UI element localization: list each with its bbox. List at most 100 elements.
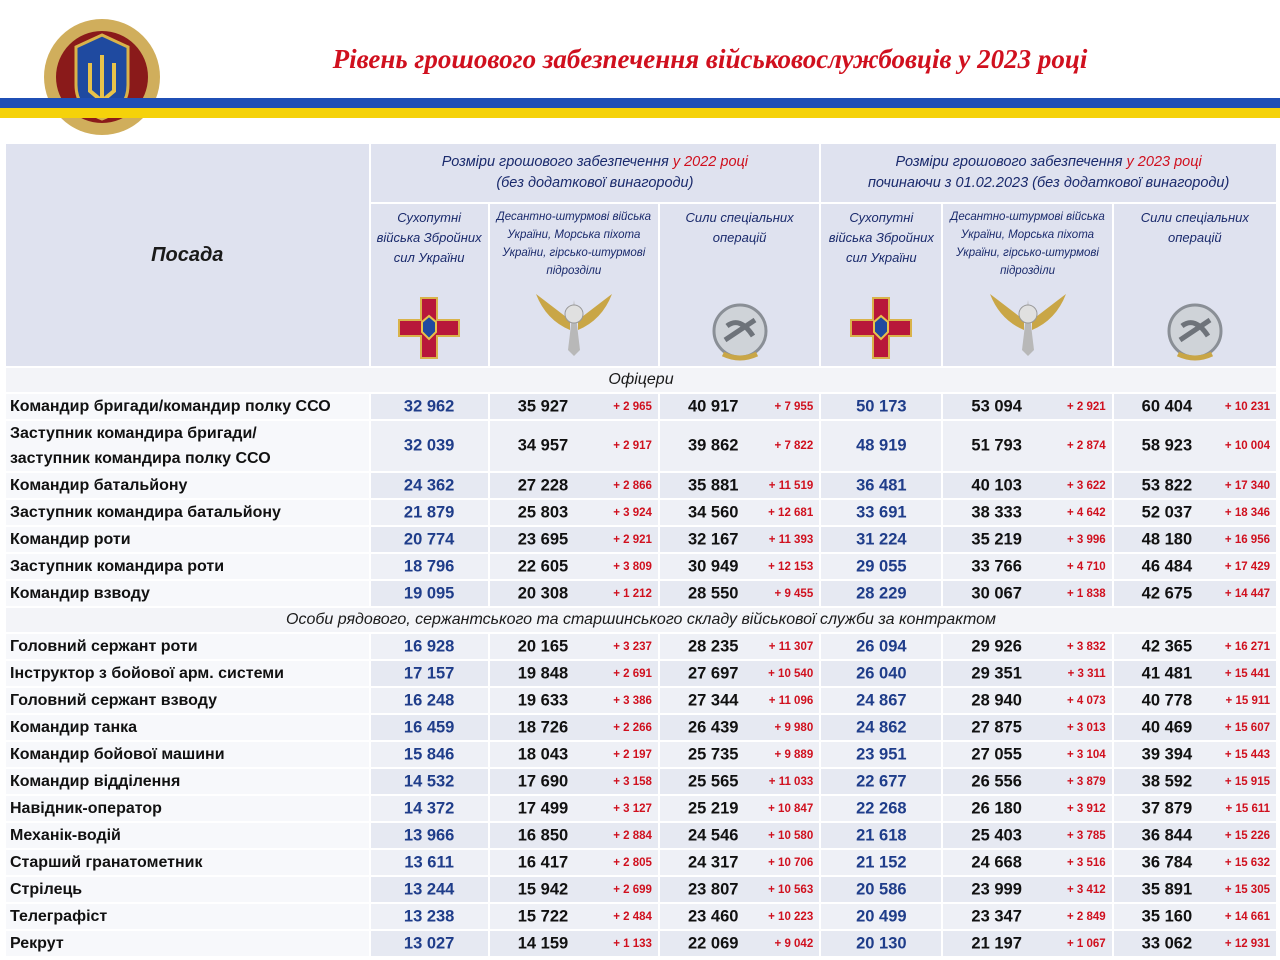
subcolumn-label: Сили спеціальних операцій [1140,210,1249,245]
salary: 24 668 [971,853,1022,871]
position: Командир танка [6,715,369,740]
salary: 20 308 [517,584,569,602]
salary: 16 459 [403,718,455,736]
increase: + 3 924 [613,506,652,519]
value-cell: 35 219 + 3 996 [943,527,1112,552]
increase: + 11 519 [768,479,814,492]
salary: 16 850 [517,826,569,844]
value-cell: 14 159 + 1 133 [489,931,658,956]
value-cell: 28 550 + 9 455 [659,581,820,606]
salary: 20 499 [856,907,907,925]
subcolumn-header: Сухопутні війська Збройних сил України [370,204,488,366]
subcolumn-label: Сухопутні війська Збройних сил України [376,210,482,265]
value-cell: 27 228 + 2 866 [489,473,658,498]
data-row: Заступник командира батальйону 21 879 25 8… [6,500,1276,525]
value-cell: 28 940 + 4 073 [943,688,1112,713]
salary: 24 362 [403,476,455,494]
group-text: Розміри грошового забезпечення [895,154,1123,170]
increase: + 4 073 [1066,694,1106,707]
increase: + 1 133 [613,937,652,950]
value-cell: 21 197 + 1 067 [943,931,1112,956]
value-cell: 36 784 + 15 632 [1113,850,1276,875]
data-row: Командир бойової машини 15 846 18 043 + 2 1… [6,742,1276,767]
value-cell: 20 499 [821,904,942,929]
increase: + 2 965 [613,400,652,413]
value-cell: 22 268 [821,796,942,821]
salary: 28 235 [687,637,739,655]
value-cell: 26 094 [821,634,942,659]
increase: + 3 809 [613,560,652,573]
salary-table: Посада Розміри грошового забезпечення у … [4,142,1278,958]
salary: 33 062 [1141,934,1193,952]
salary: 28 940 [971,691,1022,709]
logo [44,19,160,135]
value-cell: 37 879 + 15 611 [1113,796,1276,821]
increase: + 3 311 [1067,667,1106,680]
salary: 33 691 [856,503,907,521]
value-cell: 21 618 [821,823,942,848]
increase: + 2 884 [613,829,652,842]
value-cell: 35 927 + 2 965 [489,394,658,419]
value-cell: 20 130 [821,931,942,956]
salary: 17 499 [517,799,569,817]
increase: + 3 158 [613,775,652,788]
value-cell: 16 248 [370,688,488,713]
value-cell: 60 404 + 10 231 [1113,394,1276,419]
position: Командир відділення [6,769,369,794]
value-cell: 32 167 + 11 393 [659,527,820,552]
increase: + 17 340 [1224,479,1270,492]
salary: 36 844 [1141,826,1193,844]
salary: 40 103 [971,476,1022,494]
subcolumn-header: Сили спеціальних операцій [1113,204,1276,366]
increase: + 2 266 [613,721,652,734]
value-cell: 30 949 + 12 153 [659,554,820,579]
increase: + 14 447 [1224,587,1270,600]
salary: 34 957 [517,436,569,455]
data-row: Командир взводу 19 095 20 308 + 1 212 28 550… [6,581,1276,606]
subcolumn-label: Десантно-штурмові війська України, Морсь… [950,211,1105,277]
value-cell: 23 951 [821,742,942,767]
salary: 22 268 [856,799,907,817]
salary: 22 677 [856,772,907,790]
increase: + 3 412 [1066,883,1106,896]
increase: + 3 237 [613,640,652,653]
increase: + 11 393 [768,533,814,546]
increase: + 4 710 [1066,560,1106,573]
value-cell: 16 417 + 2 805 [489,850,658,875]
salary: 22 069 [687,934,739,952]
value-cell: 22 069 + 9 042 [659,931,820,956]
increase: + 9 980 [774,721,814,734]
salary: 52 037 [1141,503,1193,521]
increase: + 16 956 [1224,533,1270,546]
subcolumn-header: Сили спеціальних операцій [659,204,820,366]
salary: 27 875 [971,718,1022,736]
value-cell: 23 460 + 10 223 [659,904,820,929]
value-cell: 39 394 + 15 443 [1113,742,1276,767]
position: Заступник командира роти [6,554,369,579]
salary: 20 130 [856,934,907,952]
data-row: Заступник командира роти 18 796 22 605 + 3 … [6,554,1276,579]
group-note: починаючи з 01.02.2023 (без додаткової в… [867,175,1230,191]
value-cell: 18 726 + 2 266 [489,715,658,740]
value-cell: 33 691 [821,500,942,525]
value-cell: 25 565 + 11 033 [659,769,820,794]
salary: 36 481 [856,476,907,494]
increase: + 3 104 [1066,748,1106,761]
increase: + 12 681 [768,506,814,519]
value-cell: 26 556 + 3 879 [943,769,1112,794]
increase: + 10 540 [768,667,814,680]
value-cell: 35 881 + 11 519 [659,473,820,498]
salary: 48 919 [856,436,907,455]
position: Заступник командира бригади/ заступник к… [6,421,369,471]
salary: 16 928 [403,637,455,655]
increase: + 15 443 [1224,748,1270,761]
increase: + 15 226 [1224,829,1270,842]
salary: 14 159 [517,934,569,952]
salary: 16 248 [403,691,455,709]
value-cell: 48 919 [821,421,942,471]
position: Старший гранатометник [6,850,369,875]
increase: + 12 931 [1224,937,1270,950]
section-title: Офіцери [6,368,1276,392]
increase: + 3 013 [1066,721,1106,734]
